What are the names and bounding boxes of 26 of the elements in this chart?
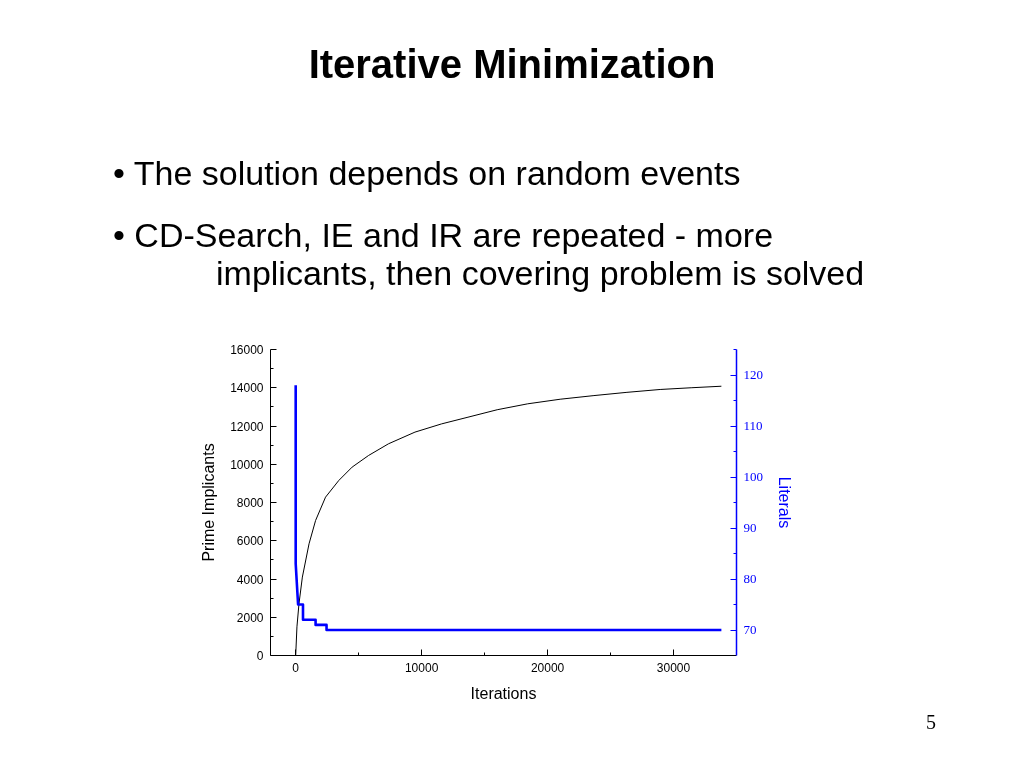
x-tick-label: 0 bbox=[292, 660, 300, 675]
x-tick-label: 10000 bbox=[404, 660, 439, 675]
y2-tick-label: 100 bbox=[743, 469, 763, 484]
y2-tick-label: 90 bbox=[743, 520, 757, 535]
text: • The solution depends on random events bbox=[113, 154, 742, 192]
y-tick-label: 8000 bbox=[236, 496, 264, 510]
y-tick-label: 12000 bbox=[230, 419, 264, 434]
y2-tick-label: 70 bbox=[743, 622, 757, 637]
chart-title: Iterative Minimization bbox=[307, 41, 717, 88]
text: • CD-Search, IE and IR are repeated - more implicants, then covering problem is solved bbox=[113, 216, 866, 292]
x-tick-label: 30000 bbox=[656, 660, 691, 675]
y-tick-label: 2000 bbox=[236, 610, 264, 625]
text: 5 bbox=[926, 710, 936, 734]
y2-tick-label: 110 bbox=[743, 418, 763, 433]
y-tick-label: 0 bbox=[256, 649, 264, 663]
x-tick-label: 20000 bbox=[530, 660, 565, 675]
y-tick-label: 6000 bbox=[236, 534, 264, 549]
y-tick-label: 10000 bbox=[230, 457, 264, 472]
y2-tick-label: 80 bbox=[743, 571, 757, 586]
y2-tick-label: 120 bbox=[743, 367, 763, 382]
x-axis-title: Iterations bbox=[470, 684, 537, 702]
y2-axis-title: Literals bbox=[776, 476, 793, 529]
y-tick-label: 16000 bbox=[230, 343, 264, 357]
y-axis-title: Prime Implicants bbox=[200, 443, 218, 562]
y-tick-label: 14000 bbox=[230, 381, 264, 396]
y-tick-label: 4000 bbox=[236, 572, 264, 587]
